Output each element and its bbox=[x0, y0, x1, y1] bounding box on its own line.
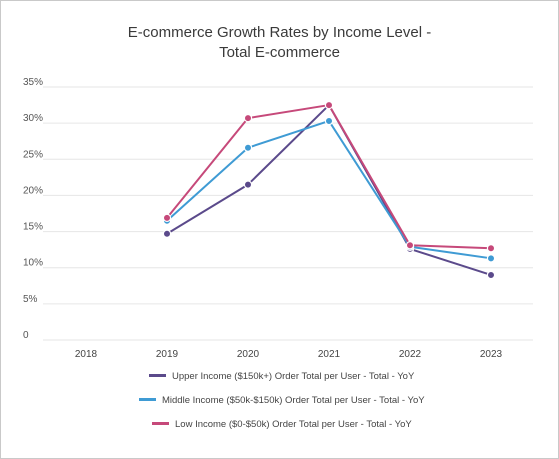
y-tick-label: 15% bbox=[23, 222, 43, 233]
line-chart: 05%10%15%20%25%30%35% 2018 2019 2020 2021 20… bbox=[23, 77, 533, 360]
y-tick-label: 25% bbox=[23, 149, 43, 160]
x-tick-label: 2021 bbox=[318, 349, 341, 360]
data-point bbox=[243, 143, 253, 152]
data-point bbox=[243, 113, 253, 123]
x-tick-label: 2018 bbox=[75, 349, 98, 360]
legend-label: Upper Income ($150k+) Order Total per Us… bbox=[172, 371, 415, 382]
series-group bbox=[162, 100, 496, 280]
y-tick-label: 0 bbox=[23, 330, 29, 341]
data-point bbox=[162, 213, 172, 223]
data-point bbox=[324, 116, 334, 126]
x-tick-label: 2023 bbox=[480, 349, 503, 360]
y-axis-ticks: 0 5% 10% 15% 20% 25% 30% 35% bbox=[23, 77, 43, 341]
legend-swatch bbox=[139, 397, 156, 401]
data-point bbox=[486, 254, 496, 263]
y-tick-label: 30% bbox=[23, 113, 43, 124]
series-line bbox=[166, 104, 492, 276]
legend-item[interactable]: Low Income ($0-$50k) Order Total per Use… bbox=[152, 417, 412, 433]
legend-label: Low Income ($0-$50k) Order Total per Use… bbox=[175, 419, 412, 430]
legend-label: Middle Income ($50k-$150k) Order Total p… bbox=[162, 395, 425, 406]
series-line bbox=[166, 119, 492, 260]
legend-swatch bbox=[152, 421, 169, 425]
legend-item[interactable]: Upper Income ($150k+) Order Total per Us… bbox=[149, 369, 414, 385]
y-tick-label: 20% bbox=[23, 185, 43, 196]
series-2 bbox=[162, 116, 496, 263]
chart-title-line-1: E-commerce Growth Rates by Income Level … bbox=[127, 24, 432, 41]
chart-title: E-commerce Growth Rates by Income Level … bbox=[1, 23, 558, 63]
x-tick-label: 2019 bbox=[156, 349, 179, 360]
data-point bbox=[405, 241, 415, 250]
data-point bbox=[486, 243, 496, 253]
data-point bbox=[162, 229, 172, 238]
series-3 bbox=[162, 100, 496, 253]
y-tick-label: 5% bbox=[23, 294, 38, 305]
legend-item[interactable]: Middle Income ($50k-$150k) Order Total p… bbox=[139, 393, 425, 409]
data-point bbox=[243, 180, 253, 189]
chart-title-line-2: Total E-commerce bbox=[219, 44, 340, 61]
legend-swatch bbox=[149, 373, 166, 377]
x-tick-label: 2020 bbox=[237, 349, 260, 360]
y-tick-label: 10% bbox=[23, 258, 43, 269]
data-point bbox=[486, 270, 496, 280]
data-point bbox=[324, 100, 334, 110]
grid-lines bbox=[43, 86, 533, 341]
x-tick-label: 2022 bbox=[399, 349, 422, 360]
x-axis-ticks: 2018 2019 2020 2021 2022 2023 bbox=[75, 349, 503, 360]
y-tick-label: 35% bbox=[23, 77, 43, 88]
